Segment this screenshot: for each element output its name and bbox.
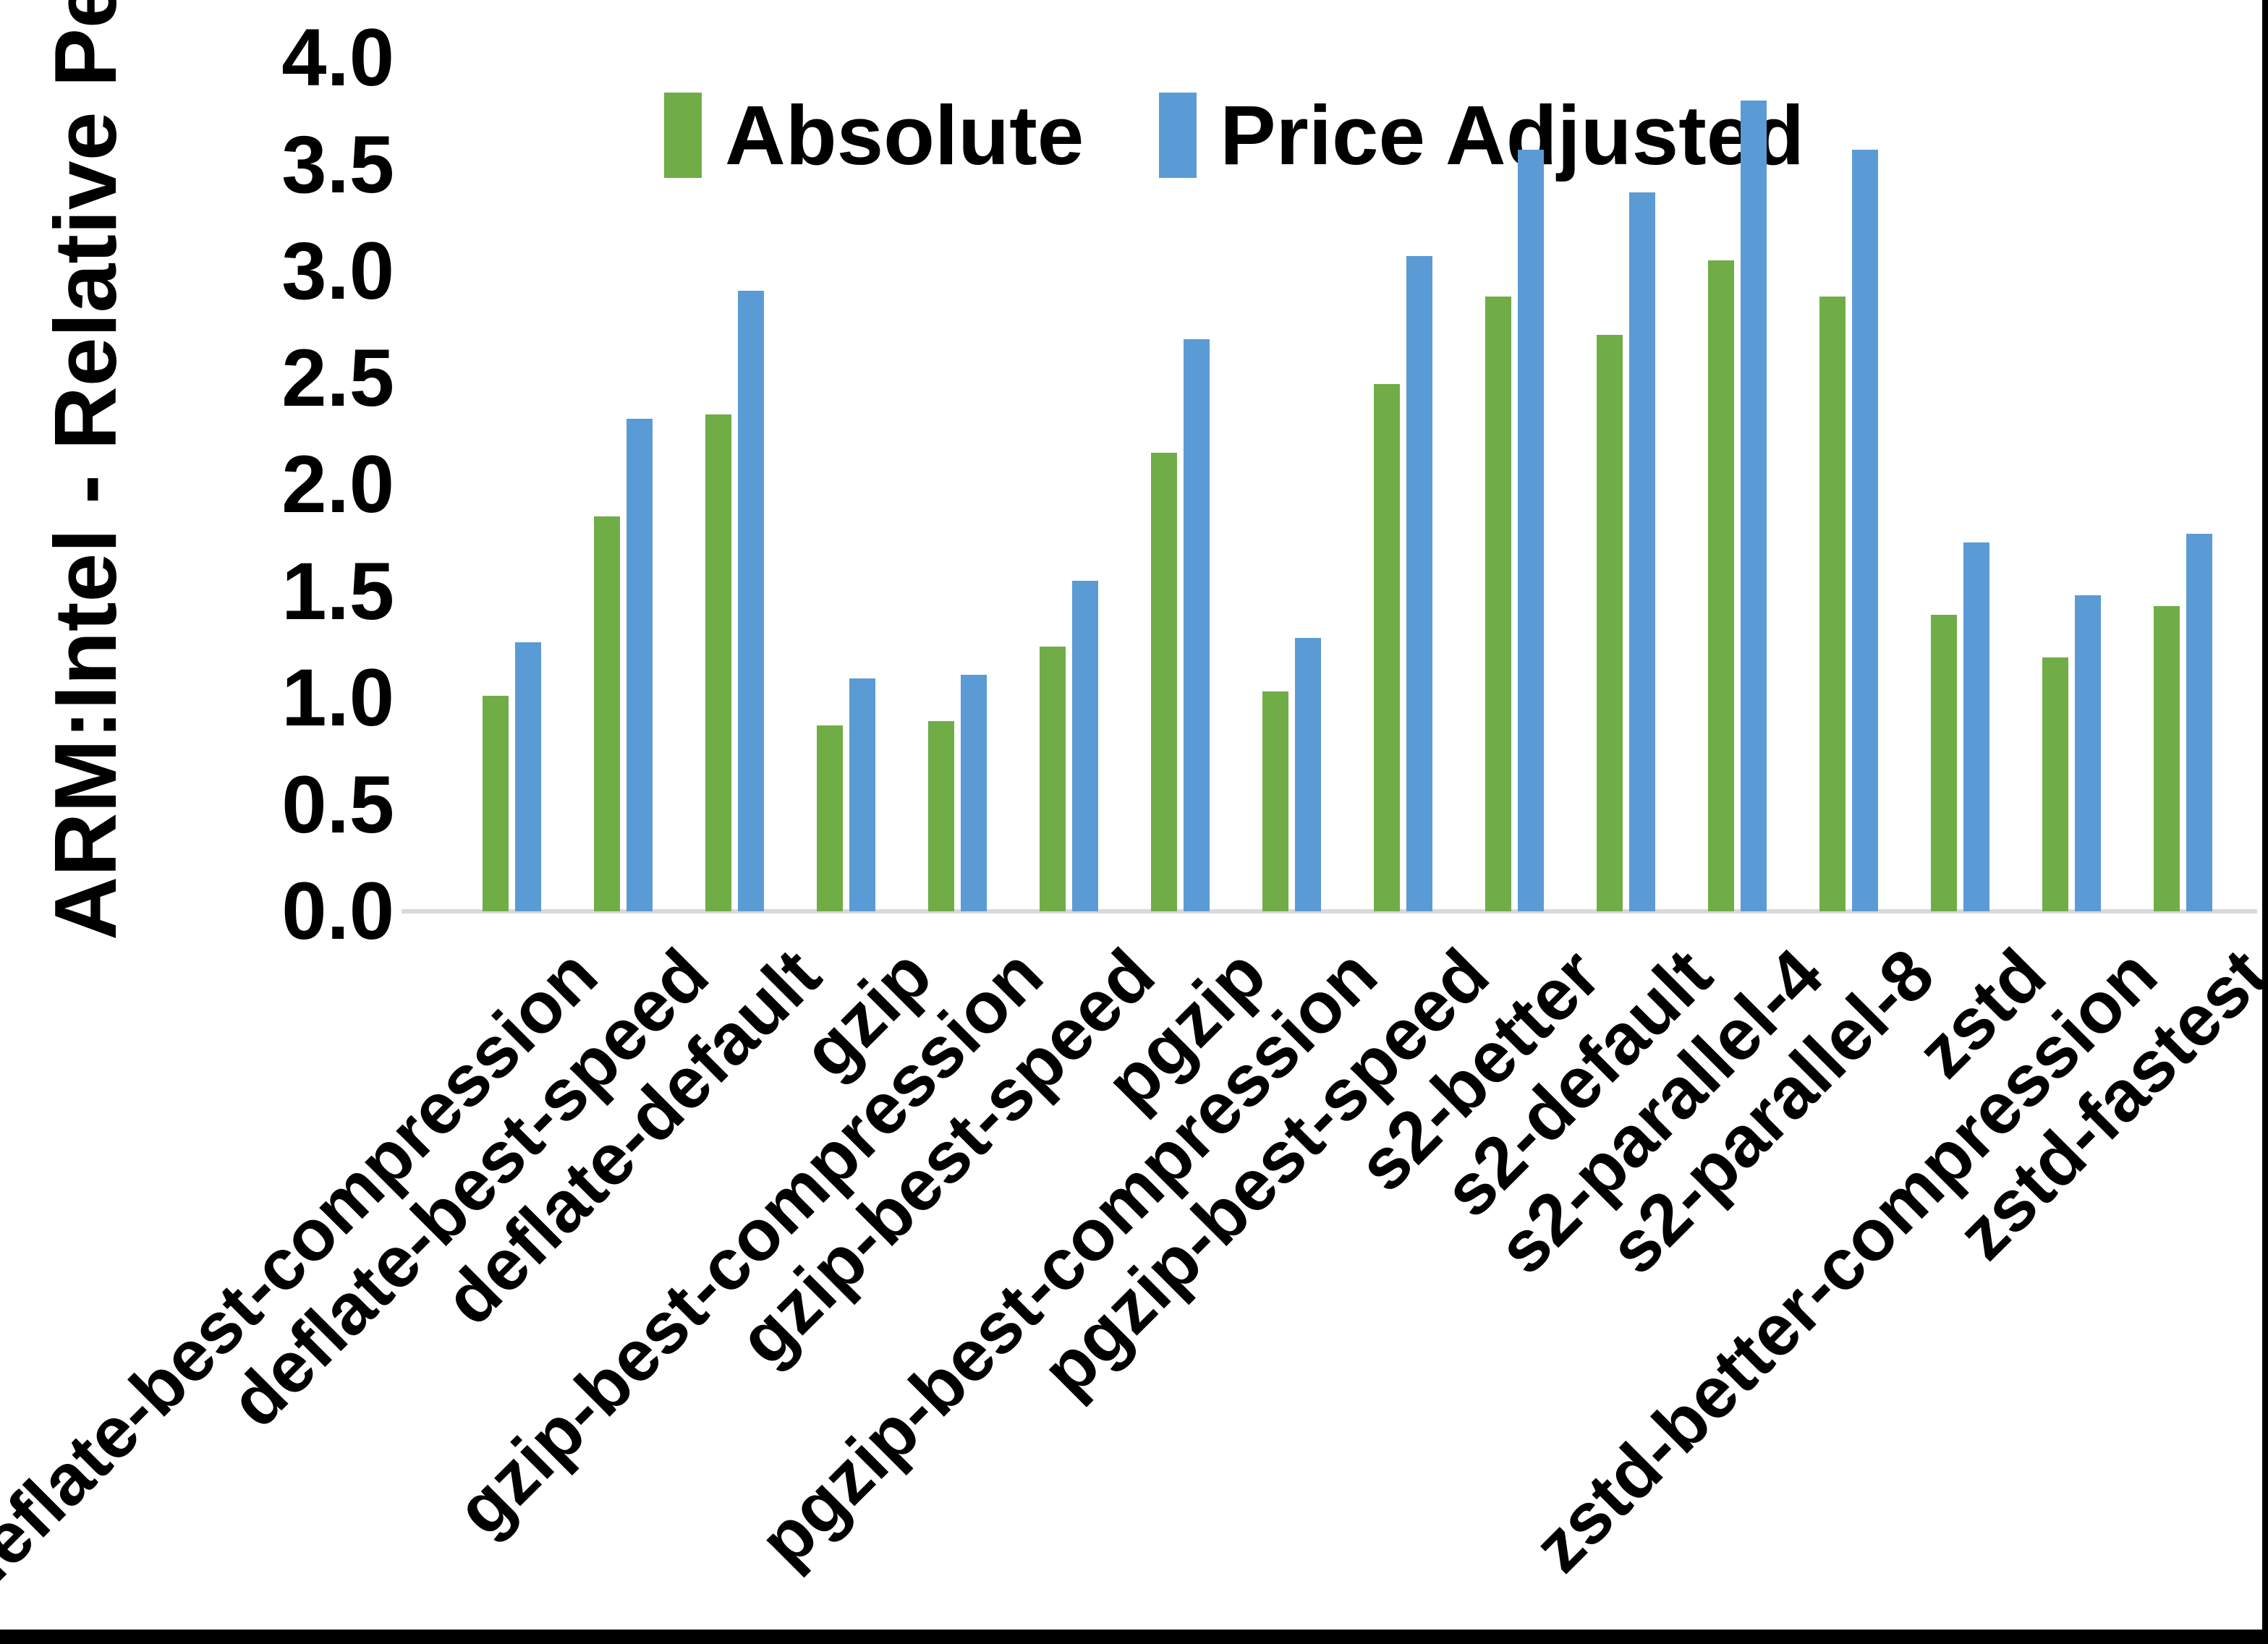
legend-label: Absolute	[725, 88, 1084, 182]
y-tick-label-2.0: 2.0	[281, 439, 394, 529]
bar-price-adjusted-gzip-best-speed	[1071, 581, 1098, 911]
window-border-bottom	[0, 1630, 2268, 1644]
y-tick-label-0.0: 0.0	[281, 866, 394, 956]
bar-absolute-pgzip-best-compression	[1262, 691, 1288, 911]
bar-price-adjusted-zstd	[1963, 542, 1989, 911]
y-tick-label-2.5: 2.5	[281, 332, 394, 423]
bar-absolute-deflate-best-compression	[482, 696, 509, 911]
y-tick-label-1.0: 1.0	[281, 652, 394, 743]
bar-absolute-pgzip	[1150, 453, 1177, 911]
bar-price-adjusted-pgzip	[1183, 339, 1210, 911]
bar-price-adjusted-deflate-default	[737, 291, 764, 911]
bar-absolute-gzip-best-compression	[927, 721, 954, 911]
bar-price-adjusted-s2-better	[1517, 150, 1544, 911]
bar-absolute-zstd-fastest	[2153, 606, 2180, 911]
bar-price-adjusted-deflate-best-compression	[514, 642, 541, 911]
y-tick-label-4.0: 4.0	[281, 12, 394, 103]
bar-absolute-pgzip-best-speed	[1373, 384, 1400, 911]
bar-absolute-gzip-best-speed	[1039, 647, 1066, 911]
bar-absolute-zstd-better-compression	[2042, 657, 2068, 911]
bar-absolute-zstd	[1930, 615, 1957, 911]
bar-absolute-deflate-best-speed	[593, 516, 620, 911]
y-tick-label-1.5: 1.5	[281, 545, 394, 636]
bar-price-adjusted-zstd-better-compression	[2074, 595, 2101, 911]
bar-absolute-s2-better	[1485, 297, 1511, 911]
legend-item-absolute: Absolute	[664, 93, 1084, 178]
bar-price-adjusted-pgzip-best-speed	[1406, 256, 1432, 911]
bar-price-adjusted-gzip-best-compression	[960, 675, 987, 911]
bar-absolute-gzip	[816, 725, 843, 911]
bar-price-adjusted-s2-parallel-8	[1851, 150, 1878, 911]
window-border-right	[2262, 0, 2268, 1644]
bar-absolute-deflate-default	[705, 414, 731, 911]
legend-swatch-icon	[664, 93, 702, 178]
bar-price-adjusted-zstd-fastest	[2186, 534, 2212, 911]
bar-absolute-s2-parallel-8	[1819, 297, 1846, 911]
legend-item-price-adjusted: Price Adjusted	[1159, 93, 1804, 178]
bar-price-adjusted-s2-default	[1628, 192, 1655, 911]
y-tick-label-3.0: 3.0	[281, 226, 394, 316]
bar-absolute-s2-parallel-4	[1707, 260, 1734, 911]
bar-price-adjusted-gzip	[849, 678, 875, 911]
y-tick-label-3.5: 3.5	[281, 119, 394, 210]
bar-price-adjusted-s2-parallel-4	[1740, 101, 1767, 911]
bar-price-adjusted-deflate-best-speed	[626, 419, 653, 911]
bar-price-adjusted-pgzip-best-compression	[1294, 638, 1321, 911]
x-axis-baseline	[402, 909, 2257, 913]
bar-absolute-s2-default	[1596, 335, 1623, 911]
legend-swatch-icon	[1159, 93, 1197, 178]
legend-label: Price Adjusted	[1220, 88, 1805, 182]
chart-legend: Absolute Price Adjusted	[664, 93, 1804, 178]
y-tick-label-0.5: 0.5	[281, 759, 394, 850]
